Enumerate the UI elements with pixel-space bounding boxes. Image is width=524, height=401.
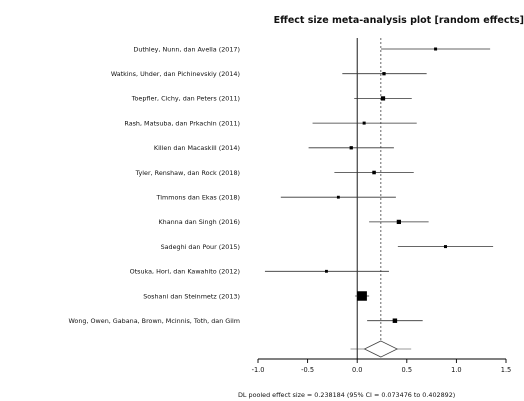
effect-marker	[336, 195, 340, 199]
effect-marker	[396, 219, 401, 225]
study-label: Duthley, Nunn, dan Avella (2017)	[133, 45, 240, 53]
effect-marker	[382, 72, 386, 76]
effect-marker	[392, 318, 398, 323]
x-tick-label: 1.5	[501, 366, 512, 374]
effect-marker	[443, 245, 447, 249]
study-label: Killen dan Macaskill (2014)	[154, 144, 240, 152]
study-label: Toepfler, Cichy, dan Peters (2011)	[131, 95, 240, 103]
x-tick-label: -1.0	[252, 366, 265, 374]
study-label: Tyler, Renshaw, dan Rock (2018)	[135, 169, 240, 177]
effect-marker	[349, 146, 353, 150]
effect-marker	[325, 269, 328, 273]
effect-marker	[380, 96, 386, 101]
effect-marker	[372, 170, 376, 175]
study-label: Soshani dan Steinmetz (2013)	[143, 292, 240, 300]
chart-title: Effect size meta-analysis plot [random e…	[274, 15, 524, 26]
effect-marker	[362, 121, 366, 125]
pooled-diamond	[363, 340, 399, 358]
x-axis: -1.0 -0.5 0.0 0.5 1.0 1.5	[252, 358, 512, 374]
pooled-estimate	[350, 340, 412, 358]
study-label: Sadeghi dan Pour (2015)	[161, 243, 240, 251]
effect-marker	[357, 291, 367, 301]
x-tick-label: 0.5	[402, 366, 413, 374]
study-label: Timmons dan Ekas (2018)	[156, 194, 240, 202]
study-label: Khanna dan Singh (2016)	[158, 218, 240, 226]
x-tick-label: 1.0	[451, 366, 462, 374]
effect-marker	[434, 47, 438, 51]
study-label: Otsuka, Hori, dan Kawahito (2012)	[130, 268, 240, 276]
x-tick-label: 0.0	[352, 366, 363, 374]
study-rows: Duthley, Nunn, dan Avella (2017) Watkins,…	[68, 45, 240, 325]
pooled-summary-text: DL pooled effect size = 0.238184 (95% CI…	[238, 391, 455, 399]
x-tick-label: -0.5	[301, 366, 314, 374]
study-label: Watkins, Uhder, dan Pichinevskiy (2014)	[111, 70, 240, 78]
study-label: Wong, Owen, Gabana, Brown, Mcinnis, Toth…	[68, 317, 240, 325]
study-label: Rash, Matsuba, dan Prkachin (2011)	[124, 119, 240, 127]
study-markers	[264, 47, 494, 323]
reference-lines	[356, 38, 382, 359]
